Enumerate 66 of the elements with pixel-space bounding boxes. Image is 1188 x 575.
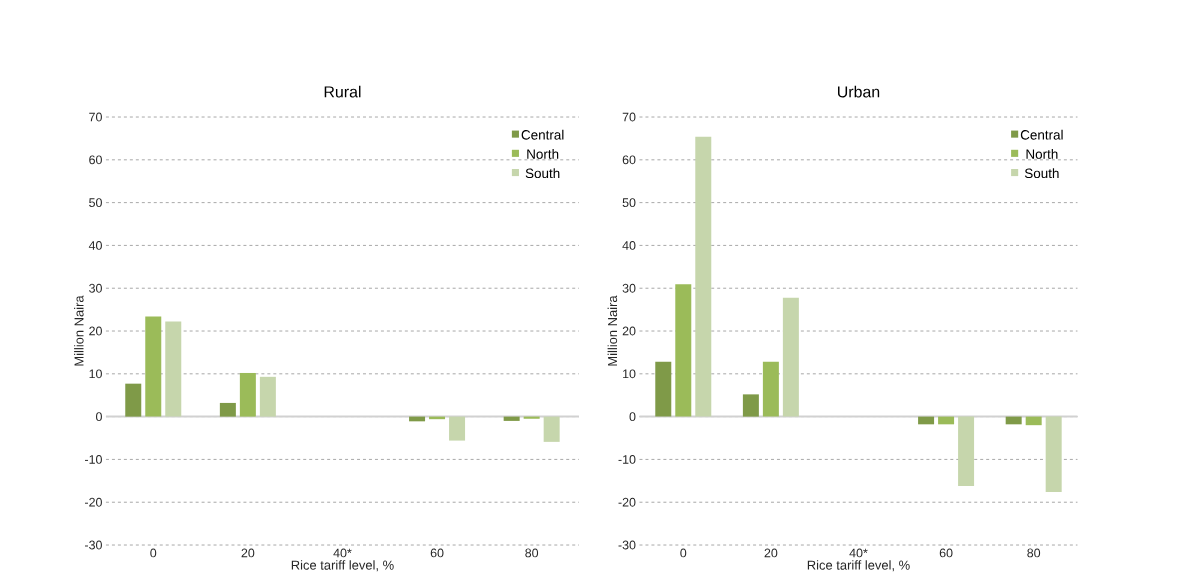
- y-tick-label: -10: [84, 455, 102, 464]
- bar: [695, 136, 712, 417]
- bar: [782, 297, 799, 417]
- y-tick-label: -20: [84, 497, 102, 507]
- y-tick-label: -20: [618, 497, 636, 507]
- legend-label: Central: [1020, 129, 1063, 140]
- x-tick-label: 20: [764, 548, 778, 558]
- y-tick-label: 40: [88, 241, 102, 250]
- y-tick-label: 0: [96, 412, 102, 422]
- x-tick-label: 0: [680, 548, 687, 558]
- legend-label: South: [1024, 168, 1059, 179]
- x-axis-title: Rice tariff level, %: [807, 560, 910, 572]
- x-tick-label: 80: [1027, 548, 1041, 558]
- legend-label: North: [1026, 148, 1058, 159]
- x-tick-label: 80: [525, 548, 539, 558]
- y-tick-label: 70: [89, 112, 102, 122]
- x-tick-label: 20: [241, 548, 255, 558]
- y-tick-label: -30: [84, 540, 102, 550]
- y-tick-label: 20: [622, 326, 636, 336]
- y-tick-label: 60: [89, 155, 102, 165]
- x-tick-label: 40*: [849, 548, 868, 558]
- y-tick-label: 40: [622, 241, 636, 250]
- y-axis-title: Million Naira: [74, 295, 84, 366]
- legend-label: South: [525, 168, 560, 179]
- x-axis-title: Rice tariff level, %: [291, 560, 394, 572]
- bar: [503, 416, 520, 421]
- bar: [958, 416, 975, 486]
- bar: [145, 316, 162, 417]
- bar: [1025, 416, 1042, 426]
- chart-title: Rural: [324, 85, 361, 98]
- x-tick-label: 60: [430, 548, 444, 558]
- y-axis-title: Million Naira: [607, 295, 618, 366]
- legend-label: Central: [521, 129, 564, 140]
- bar: [125, 383, 142, 417]
- y-tick-label: 30: [622, 283, 636, 293]
- x-tick-label: 40*: [333, 548, 352, 558]
- y-tick-label: -10: [618, 455, 636, 464]
- y-tick-label: -30: [618, 540, 636, 550]
- bar: [938, 416, 955, 425]
- x-tick-label: 60: [939, 548, 953, 558]
- y-tick-label: 50: [89, 198, 102, 208]
- bar: [918, 416, 935, 425]
- bar: [219, 402, 236, 417]
- bar: [655, 361, 672, 417]
- y-tick-label: 10: [623, 369, 636, 379]
- bar: [449, 416, 466, 441]
- y-tick-label: 20: [89, 326, 102, 336]
- chart-title: Urban: [838, 85, 880, 98]
- y-tick-label: 10: [89, 369, 102, 379]
- bar: [523, 416, 540, 419]
- y-tick-label: 30: [89, 283, 102, 293]
- bar: [675, 284, 692, 417]
- y-tick-label: 70: [622, 112, 636, 122]
- y-tick-label: 0: [629, 412, 636, 422]
- x-tick-label: 0: [150, 548, 157, 558]
- bar: [742, 394, 759, 417]
- y-tick-label: 60: [622, 155, 636, 165]
- bar: [165, 321, 182, 417]
- bar: [239, 372, 256, 417]
- bar: [762, 361, 779, 417]
- bar: [1005, 416, 1022, 425]
- y-tick-label: 50: [622, 198, 636, 208]
- bar: [259, 376, 276, 417]
- bar: [1045, 416, 1062, 492]
- bar: [543, 416, 560, 442]
- legend-label: North: [527, 148, 559, 159]
